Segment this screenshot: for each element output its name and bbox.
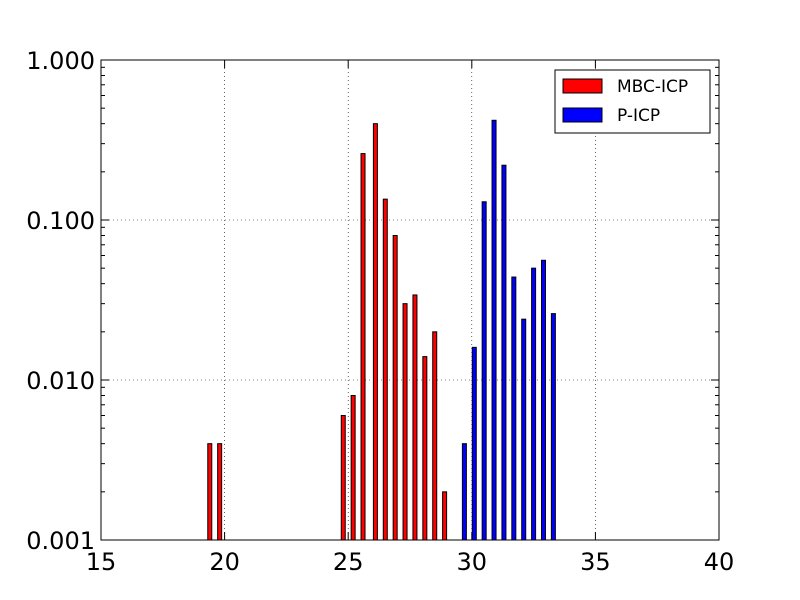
y-tick-labels: 0.001 0.010 0.100 1.000 xyxy=(26,47,95,555)
bar-p-icp xyxy=(481,201,487,541)
bar-mbc-icp xyxy=(217,443,223,541)
bar-mbc-icp xyxy=(382,198,388,541)
x-tick-label: 15 xyxy=(86,548,117,576)
x-tick-label: 20 xyxy=(209,548,240,576)
bar-mbc-icp xyxy=(207,443,213,541)
bar-p-icp xyxy=(491,119,497,541)
bar-mbc-icp xyxy=(442,491,448,541)
legend-label-p-icp: P-ICP xyxy=(617,106,660,126)
plot-frame xyxy=(100,59,720,541)
bar-mbc-icp xyxy=(422,356,428,541)
minor-ticks xyxy=(101,66,719,493)
legend-swatch-mbc-icp xyxy=(562,78,603,94)
legend-swatch-p-icp xyxy=(562,107,603,123)
grid xyxy=(101,60,719,540)
major-ticks xyxy=(100,59,720,541)
bar-mbc-icp xyxy=(402,303,408,541)
bar-p-icp xyxy=(511,276,517,541)
bar-mbc-icp xyxy=(350,395,356,541)
bar-p-icp xyxy=(550,313,556,541)
y-tick-label: 0.010 xyxy=(26,367,95,395)
bars xyxy=(207,119,556,541)
bar-mbc-icp xyxy=(432,331,438,541)
x-tick-label: 30 xyxy=(457,548,488,576)
bar-p-icp xyxy=(471,346,477,541)
bar-mbc-icp xyxy=(372,123,378,541)
bar-mbc-icp xyxy=(340,414,346,541)
legend: MBC-ICP P-ICP xyxy=(554,69,711,134)
legend-label-mbc-icp: MBC-ICP xyxy=(617,77,688,97)
y-tick-label: 0.100 xyxy=(26,207,95,235)
bar-mbc-icp xyxy=(360,153,366,541)
y-tick-label: 1.000 xyxy=(26,47,95,75)
bar-mbc-icp xyxy=(392,235,398,541)
x-tick-label: 40 xyxy=(704,548,735,576)
x-tick-labels: 15 20 25 30 35 40 xyxy=(86,548,735,576)
bar-p-icp xyxy=(461,443,467,541)
bar-p-icp xyxy=(521,318,527,541)
bar-p-icp xyxy=(501,164,507,541)
x-tick-label: 35 xyxy=(580,548,611,576)
y-tick-label: 0.001 xyxy=(26,527,95,555)
bar-p-icp xyxy=(540,259,546,541)
bar-p-icp xyxy=(531,267,537,541)
bar-mbc-icp xyxy=(412,294,418,541)
x-tick-label: 25 xyxy=(333,548,364,576)
